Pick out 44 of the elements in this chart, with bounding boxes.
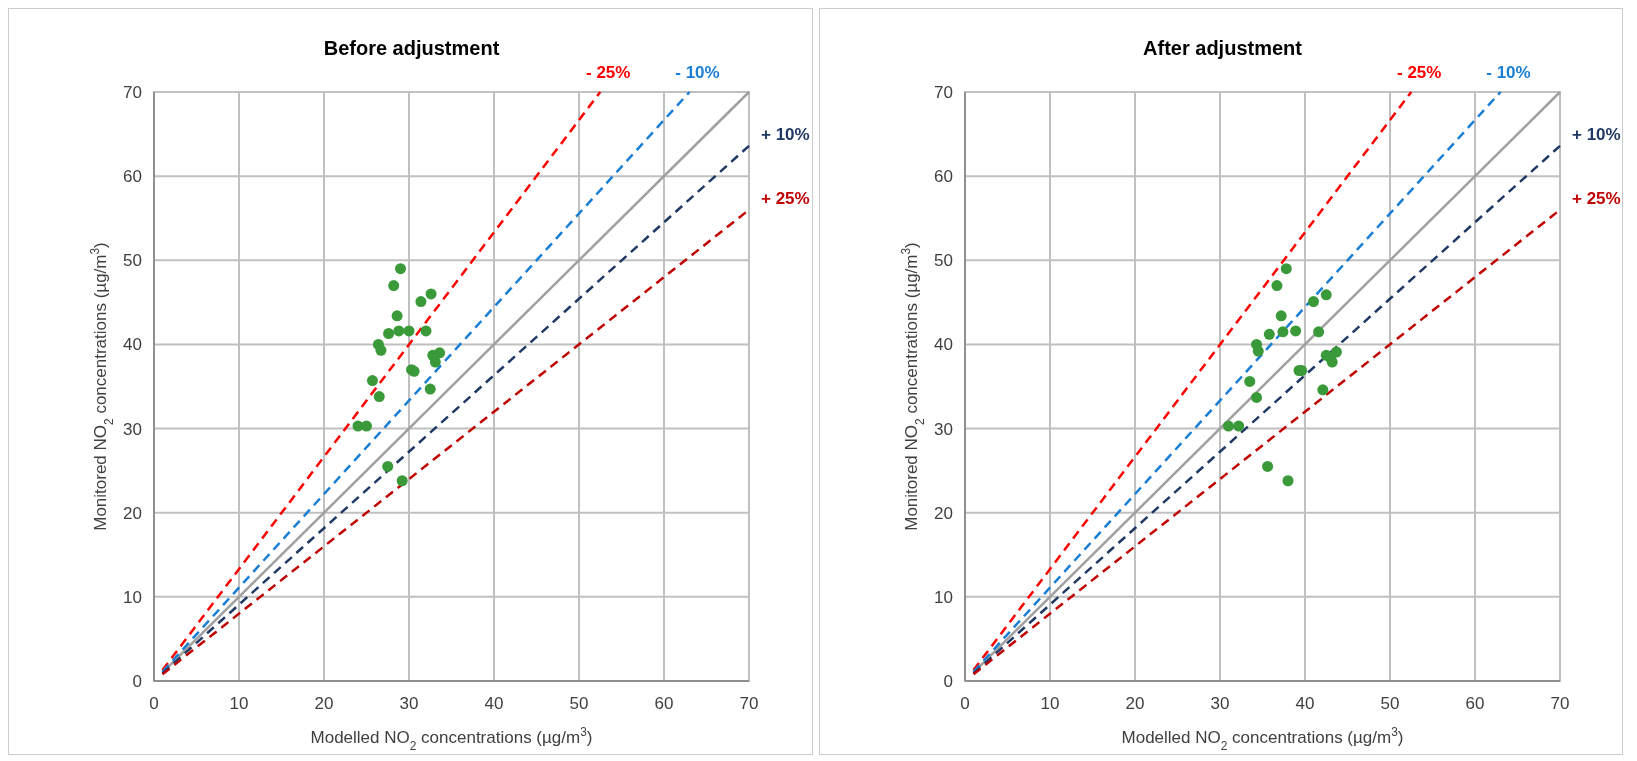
x-tick-label: 60: [654, 694, 674, 713]
y-tick-label: 20: [123, 503, 142, 523]
y-tick-label: 0: [943, 672, 953, 691]
y-tick-label: 70: [933, 83, 953, 102]
y-tick-label: 30: [933, 419, 953, 439]
x-tick-label: 40: [1295, 694, 1314, 713]
y-tick-label: 0: [132, 672, 142, 691]
series-label: - 25%: [1396, 63, 1441, 82]
y-tick-label: 10: [123, 587, 142, 607]
series-label: + 25%: [761, 188, 810, 208]
x-tick-label: 10: [229, 694, 249, 713]
y-tick-label: 60: [123, 167, 142, 187]
x-axis-title: Modelled NO$_{2}$ concentrations (µg/m$^{3}$): [310, 725, 593, 753]
x-tick-label: 30: [1210, 694, 1229, 713]
x-tick-label: 50: [569, 694, 589, 713]
y-tick-label: 40: [123, 335, 142, 355]
x-tick-label: 10: [1040, 694, 1059, 713]
x-tick-label: 70: [1550, 694, 1569, 713]
x-tick-label: 40: [484, 694, 504, 713]
series-label: + 10%: [761, 124, 810, 144]
chart-title: Before adjustment: [323, 37, 500, 59]
y-tick-label: 30: [123, 419, 142, 439]
series-label: + 10%: [1571, 124, 1621, 144]
y-tick-label: 50: [123, 251, 142, 271]
y-tick-label: 70: [123, 83, 142, 102]
x-tick-label: 30: [399, 694, 419, 713]
x-tick-label: 20: [314, 694, 334, 713]
y-tick-label: 50: [933, 251, 953, 271]
y-tick-label: 40: [933, 335, 953, 355]
x-tick-label: 20: [1125, 694, 1144, 713]
x-axis-title: Modelled NO$_{2}$ concentrations (µg/m$^{3}$): [1121, 725, 1403, 753]
y-tick-label: 60: [933, 167, 953, 187]
x-tick-label: 70: [739, 694, 759, 713]
x-tick-label: 50: [1380, 694, 1399, 713]
y-tick-label: 10: [933, 587, 953, 607]
x-tick-label: 60: [1465, 694, 1484, 713]
y-tick-label: 20: [933, 503, 953, 523]
x-tick-label: 0: [149, 694, 159, 713]
series-label: + 25%: [1571, 188, 1621, 208]
x-tick-label: 0: [959, 694, 970, 713]
series-label: - 10%: [675, 63, 720, 82]
series-label: - 10%: [1485, 63, 1531, 82]
series-label: - 25%: [586, 63, 631, 82]
chart-title: After adjustment: [1142, 37, 1302, 59]
